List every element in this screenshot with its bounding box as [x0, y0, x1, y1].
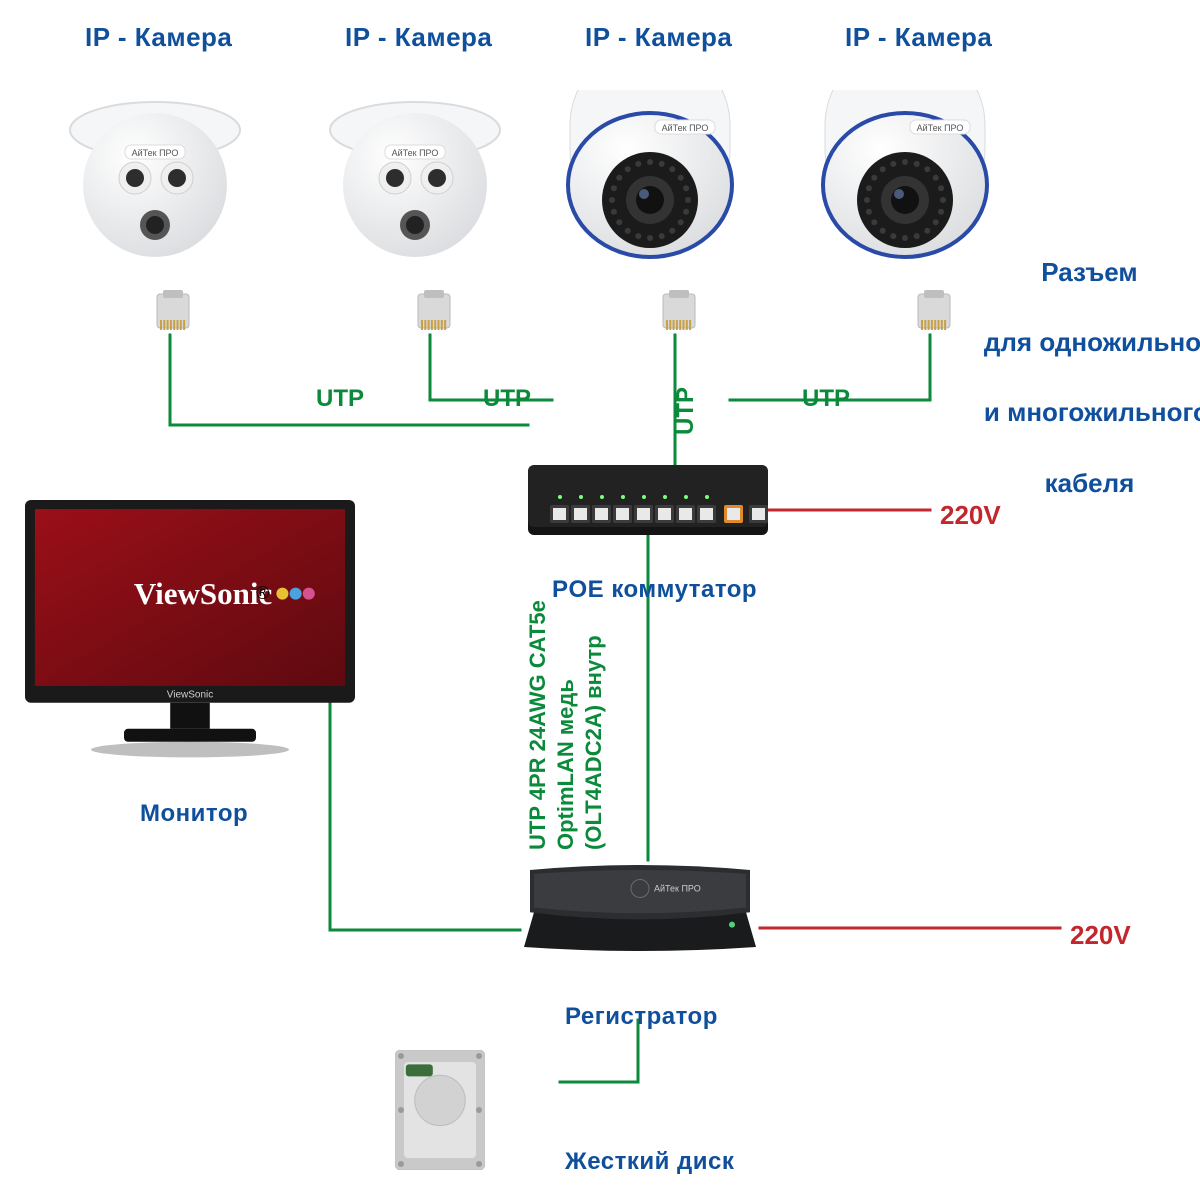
- camera-4-title: IP - Камера: [845, 22, 992, 53]
- cable-spec-line-1: UTP 4PR 24AWG CAT5e: [525, 600, 551, 850]
- connector-note: Разъем для одножильного и многожильного …: [955, 220, 1195, 536]
- poe-switch-label: POE коммутатор: [552, 576, 757, 604]
- camera-3-title: IP - Камера: [585, 22, 732, 53]
- recorder-label: Регистратор: [565, 1003, 718, 1031]
- diagram-stage: IP - Камера IP - Камера IP - Камера IP -…: [0, 0, 1200, 1200]
- svg-text:®: ®: [256, 583, 269, 603]
- hard-disk-label: Жесткий диск: [565, 1148, 734, 1176]
- power-220v-switch: 220V: [940, 500, 1001, 531]
- utp-label-4: UTP: [802, 385, 850, 413]
- utp-label-1: UTP: [316, 385, 364, 413]
- svg-text:АйТек ПРО: АйТек ПРО: [662, 123, 709, 133]
- svg-text:ViewSonic: ViewSonic: [134, 576, 272, 611]
- camera-2-title: IP - Камера: [345, 22, 492, 53]
- svg-text:ViewSonic: ViewSonic: [167, 690, 214, 701]
- utp-label-2: UTP: [483, 385, 531, 413]
- cable-spec-line-2: OptimLAN медь: [553, 679, 579, 850]
- power-220v-recorder: 220V: [1070, 920, 1131, 951]
- monitor-label: Монитор: [140, 800, 248, 828]
- utp-label-3: UTP: [672, 387, 700, 435]
- cable-spec-line-3: (OLT4ADC2A) внутр: [581, 635, 607, 850]
- svg-text:АйТек ПРО: АйТек ПРО: [654, 883, 701, 893]
- svg-text:АйТек ПРО: АйТек ПРО: [917, 123, 964, 133]
- svg-text:АйТек ПРО: АйТек ПРО: [392, 148, 439, 158]
- svg-text:АйТек ПРО: АйТек ПРО: [132, 148, 179, 158]
- camera-1-title: IP - Камера: [85, 22, 232, 53]
